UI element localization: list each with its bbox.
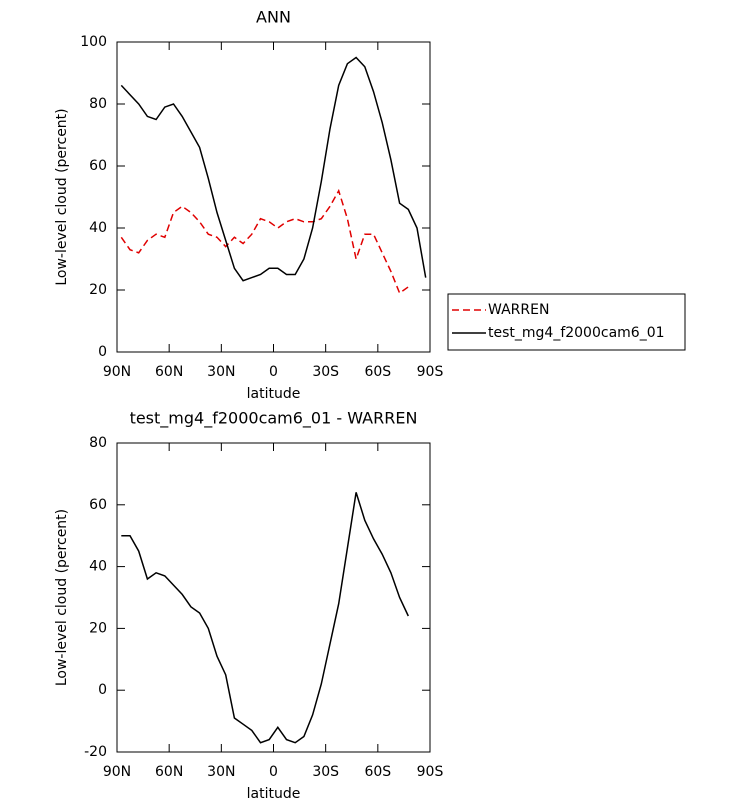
y-axis-label: Low-level cloud (percent) — [54, 108, 70, 285]
y-tick-label: 0 — [98, 344, 107, 360]
data-line — [121, 492, 409, 744]
legend-box — [447, 293, 686, 351]
x-tick-label: 90S — [417, 364, 444, 380]
y-tick-label: 40 — [89, 559, 107, 575]
x-tick-label: 90N — [103, 364, 131, 380]
legend-label: WARREN — [488, 302, 549, 318]
series-line — [120, 56, 427, 282]
x-axis-label: latitude — [247, 386, 301, 402]
legend-label: test_mg4_f2000cam6_01 — [488, 325, 665, 341]
plot-frame — [116, 442, 431, 753]
x-tick-label: 60N — [155, 364, 183, 380]
x-axis-label: latitude — [247, 786, 301, 802]
x-tick-label: 0 — [269, 364, 278, 380]
series-line — [120, 188, 409, 295]
chart-title: ANN — [256, 8, 291, 27]
y-tick-label: 60 — [89, 497, 107, 513]
y-tick-label: -20 — [84, 744, 107, 760]
x-tick-label: 30S — [312, 764, 339, 780]
y-tick-label: 0 — [98, 682, 107, 698]
x-tick-label: 60S — [364, 364, 391, 380]
y-axis-label: Low-level cloud (percent) — [54, 509, 70, 686]
x-tick-label: 60S — [364, 764, 391, 780]
x-tick-label: 30N — [207, 364, 235, 380]
x-tick-label: 30S — [312, 364, 339, 380]
x-tick-label: 60N — [155, 764, 183, 780]
x-tick-label: 0 — [269, 764, 278, 780]
y-tick-label: 100 — [80, 34, 107, 50]
y-tick-label: 60 — [89, 158, 107, 174]
y-tick-label: 40 — [89, 220, 107, 236]
chart-title: test_mg4_f2000cam6_01 - WARREN — [130, 409, 418, 429]
x-tick-label: 30N — [207, 764, 235, 780]
x-tick-label: 90S — [417, 764, 444, 780]
x-tick-label: 90N — [103, 764, 131, 780]
y-tick-label: 20 — [89, 282, 107, 298]
y-tick-label: 20 — [89, 620, 107, 636]
y-tick-label: 80 — [89, 96, 107, 112]
plot-frame — [116, 41, 431, 353]
y-tick-label: 80 — [89, 435, 107, 451]
